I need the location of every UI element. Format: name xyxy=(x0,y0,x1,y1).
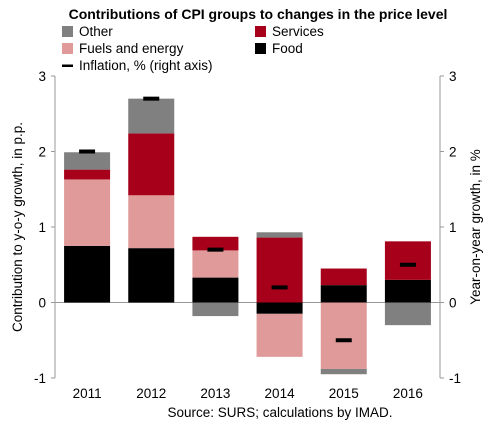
bar-other-2011 xyxy=(64,152,111,170)
bar-food-2013 xyxy=(192,277,239,303)
legend-swatch-food xyxy=(255,43,266,54)
bar-services-2014 xyxy=(256,237,303,303)
plot-area xyxy=(54,76,441,378)
right-tick-label: 1 xyxy=(449,220,457,235)
left-y-ticks: -1 0 1 2 3 xyxy=(34,69,55,386)
bar-fuels-and-energy-2014 xyxy=(256,313,303,357)
inflation-marker-2014 xyxy=(271,285,288,290)
left-tick-label: -1 xyxy=(34,371,46,386)
x-tick-label: 2015 xyxy=(329,386,359,401)
bar-food-2015 xyxy=(320,285,367,303)
bar-fuels-and-energy-2015 xyxy=(320,302,367,369)
bar-food-2016 xyxy=(384,279,431,303)
right-tick-label: 0 xyxy=(449,296,457,311)
x-tick-label: 2016 xyxy=(393,386,423,401)
bar-other-2012 xyxy=(128,98,175,134)
legend-label-other: Other xyxy=(79,24,113,39)
inflation-marker-2015 xyxy=(335,338,352,343)
bar-food-2012 xyxy=(128,248,175,303)
x-tick-label: 2012 xyxy=(136,386,166,401)
legend-label-fuels-and-energy: Fuels and energy xyxy=(79,41,184,56)
x-tick-label: 2014 xyxy=(265,386,296,401)
bar-services-2011 xyxy=(64,169,111,180)
left-tick-label: 0 xyxy=(38,296,46,311)
bar-other-2016 xyxy=(384,302,431,326)
legend: Other Services Fuels and energy Food Inflati… xyxy=(62,24,324,73)
right-tick-label: 2 xyxy=(449,145,457,160)
right-tick-label: 3 xyxy=(449,69,457,84)
bar-food-2014 xyxy=(256,302,303,314)
inflation-marker-2016 xyxy=(399,262,416,267)
bar-services-2013 xyxy=(192,236,239,251)
x-tick-label: 2013 xyxy=(200,386,230,401)
bar-services-2016 xyxy=(384,241,431,280)
left-tick-label: 1 xyxy=(38,220,46,235)
inflation-marker-2012 xyxy=(143,96,160,101)
bar-other-2013 xyxy=(192,302,239,317)
legend-swatch-services xyxy=(255,26,266,37)
inflation-marker-2013 xyxy=(207,247,224,252)
source-note: Source: SURS; calculations by IMAD. xyxy=(167,405,392,420)
legend-label-inflation-right-axis: Inflation, % (right axis) xyxy=(79,58,213,73)
inflation-marker-2011 xyxy=(79,149,96,154)
left-tick-label: 2 xyxy=(38,145,46,160)
right-tick-label: -1 xyxy=(449,371,461,386)
chart-title: Contributions of CPI groups to changes i… xyxy=(69,6,448,22)
bar-fuels-and-energy-2012 xyxy=(128,195,175,249)
right-axis-title: Year-on-year growth, in % xyxy=(468,149,483,305)
left-tick-label: 3 xyxy=(38,69,46,84)
legend-swatch-other xyxy=(62,26,73,37)
bar-services-2015 xyxy=(320,268,367,286)
legend-label-services: Services xyxy=(272,24,324,39)
x-tick-label: 2011 xyxy=(73,386,102,401)
right-y-ticks: -1 0 1 2 3 xyxy=(440,69,461,386)
legend-swatch-fuels-and-energy xyxy=(62,43,73,54)
bar-fuels-and-energy-2011 xyxy=(64,179,111,246)
legend-swatch-inflation-right-axis xyxy=(62,64,73,67)
x-ticks: 2011 2012 2013 2014 2015 2016 xyxy=(73,386,423,401)
bar-food-2011 xyxy=(64,245,111,303)
bar-other-2014 xyxy=(256,232,303,238)
bar-other-2015 xyxy=(320,368,367,375)
legend-label-food: Food xyxy=(272,41,303,56)
bars xyxy=(64,98,431,375)
left-axis-title: Contribution to y-o-y growth, in p.p. xyxy=(10,122,25,332)
bar-services-2012 xyxy=(128,133,175,196)
bar-fuels-and-energy-2013 xyxy=(192,250,239,278)
inflation-markers xyxy=(79,96,416,343)
